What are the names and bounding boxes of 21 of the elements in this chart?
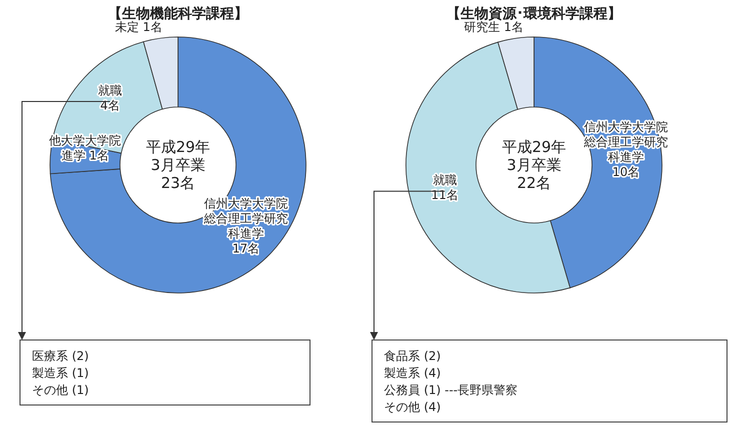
slice-label: 就職 (98, 84, 122, 98)
slice-label: 就職 (432, 173, 457, 188)
text: 平成29年 3月卒業 22名 (502, 138, 566, 192)
data-label: 10名 (612, 164, 640, 179)
data-label: 4名 (100, 98, 120, 113)
text: 製造系 (1) (32, 366, 89, 380)
text: その他 (4) (384, 400, 441, 414)
text: その他 (1) (32, 383, 89, 397)
donut-slice (50, 36, 306, 294)
text: 製造系 (4) (384, 366, 441, 380)
chart-title: 【生物資源･環境科学課程】 (446, 5, 622, 22)
text: 平成29年 3月卒業 23名 (146, 138, 210, 192)
text: 公務員 (1) ---長野県警察 (384, 383, 518, 397)
slice-label: 未定 1名 (114, 20, 162, 34)
chart-title: 【生物機能科学課程】 (108, 5, 248, 22)
data-label: 17名 (232, 241, 260, 256)
text: 食品系 (2) (384, 349, 441, 363)
slice-label: 研究生 1名 (464, 20, 524, 34)
data-label: 11名 (431, 188, 458, 202)
text: 医療系 (2) (32, 349, 89, 363)
slice-label: 信州大学大学院総合理工学研究科進学 (202, 196, 288, 240)
